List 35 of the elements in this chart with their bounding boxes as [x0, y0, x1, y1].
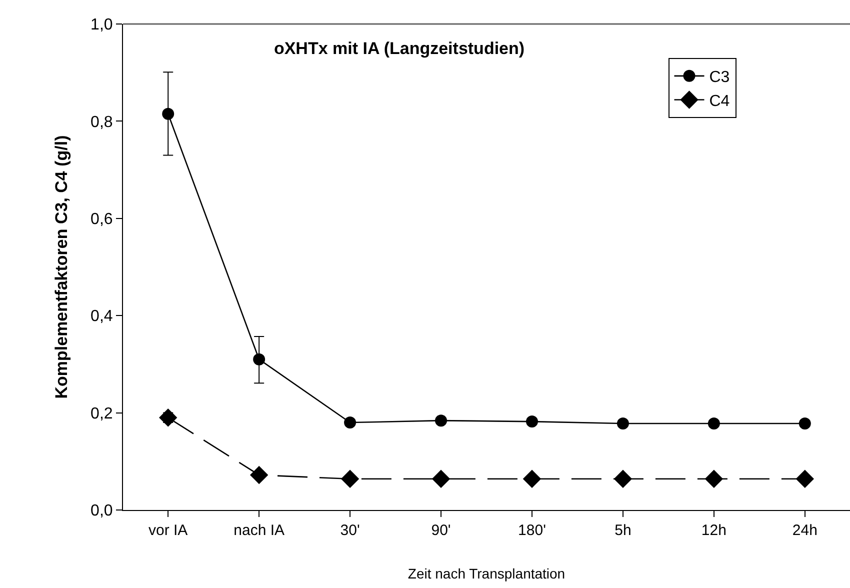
point [614, 470, 632, 488]
point [250, 466, 268, 484]
x-tick-label: 5h [614, 522, 632, 539]
point [526, 416, 538, 428]
point [796, 470, 814, 488]
point [616, 417, 629, 430]
point [798, 417, 811, 430]
x-tick-label: nach IA [234, 522, 285, 539]
point [162, 108, 174, 120]
x-tick-label: 12h [701, 522, 726, 539]
point [432, 470, 450, 488]
y-tick-label: 0,4 [90, 308, 113, 326]
y-axis-title: Komplementfaktoren C3, C4 (g/l) [52, 135, 72, 399]
y-tick-label: 0,8 [90, 114, 113, 131]
legend-label: C4 [709, 92, 730, 110]
point [344, 416, 356, 429]
point [522, 470, 542, 488]
x-tick-label: 90' [431, 522, 451, 539]
point [708, 417, 720, 430]
y-tick-label: 0,2 [90, 405, 113, 422]
point [435, 414, 448, 427]
point [253, 353, 266, 366]
point [159, 408, 178, 427]
x-tick-label: 180' [518, 522, 546, 539]
y-tick-label: 1,0 [90, 16, 113, 34]
point [340, 470, 360, 488]
point [704, 470, 724, 488]
text: oXHTx mit IA (Langzeitstudien) [274, 38, 525, 58]
x-tick-label: 30' [340, 522, 360, 539]
y-tick-label: 0,6 [90, 211, 113, 228]
x-tick-label: vor IA [148, 522, 188, 539]
y-tick-label: 0,0 [90, 502, 113, 520]
x-tick-label: 24h [792, 522, 818, 539]
x-axis-title: Zeit nach Transplantation [408, 565, 566, 582]
legend-label: C3 [709, 69, 730, 86]
